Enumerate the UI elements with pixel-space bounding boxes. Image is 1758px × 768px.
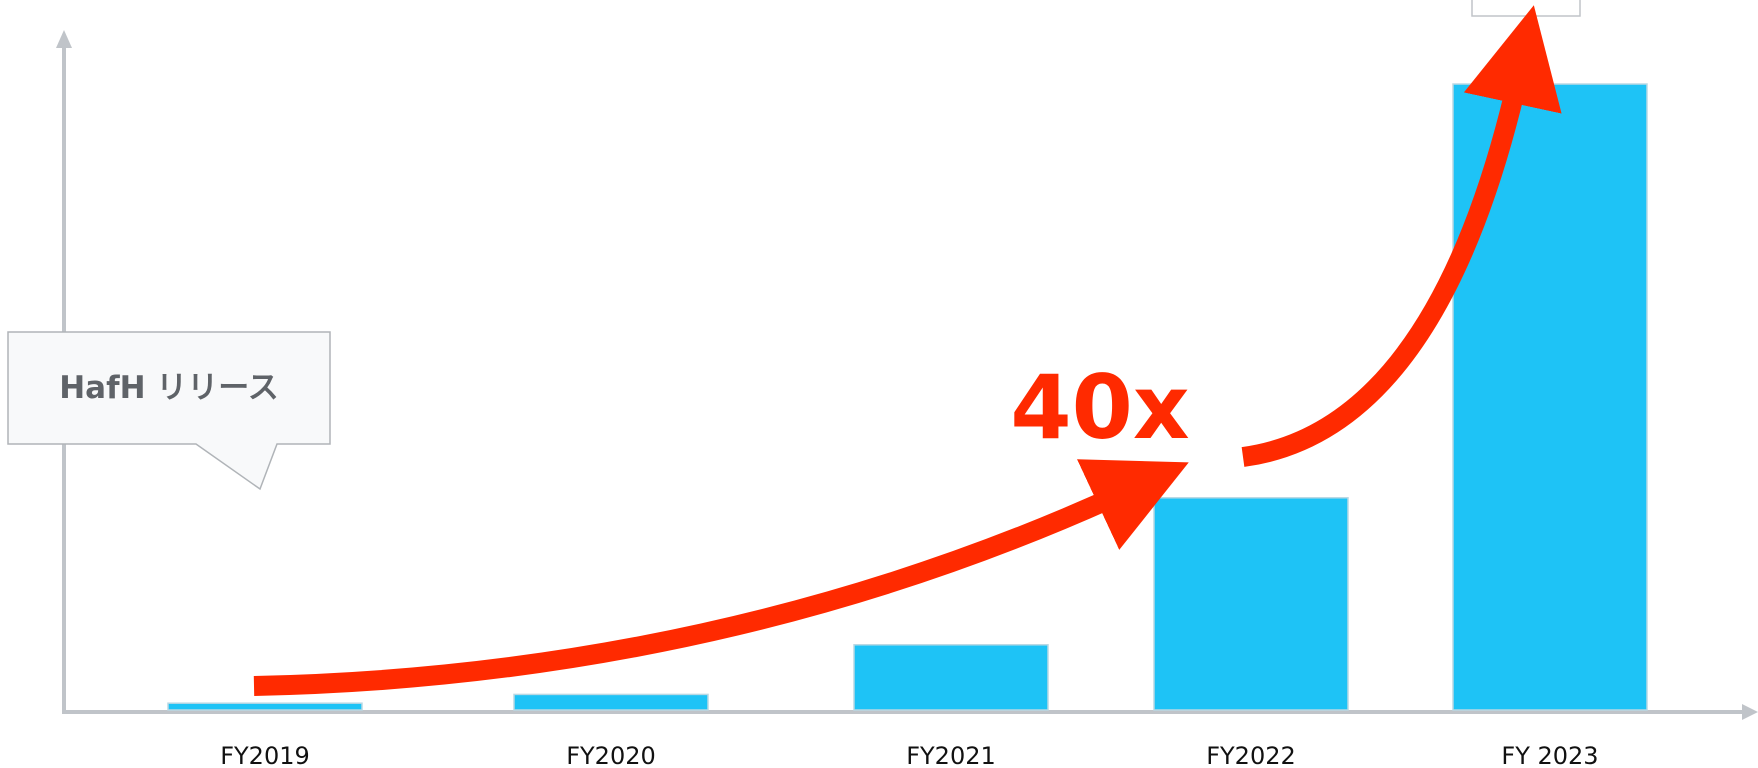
x-tick-label: FY 2023 — [1501, 742, 1598, 768]
x-tick-label: FY2020 — [566, 742, 656, 768]
bar-fy2021 — [853, 644, 1049, 711]
growth-arrow-2 — [1241, 5, 1562, 467]
growth-arrow-1 — [253, 459, 1189, 696]
x-tick-label: FY2021 — [906, 742, 996, 768]
bar-fy2020 — [513, 693, 709, 711]
release-callout: HafH リリース — [7, 331, 331, 491]
bar-fy2022 — [1153, 497, 1349, 711]
x-axis-arrowhead — [1742, 704, 1758, 720]
x-tick-label: FY2022 — [1206, 742, 1296, 768]
growth-multiplier-label: 40x — [1010, 356, 1189, 459]
y-axis-arrowhead — [56, 30, 72, 48]
growth-arrows — [253, 5, 1562, 696]
callout-text: HafH リリース — [59, 370, 279, 406]
top-label-box — [1471, 0, 1581, 17]
x-tick-labels: FY2019 FY2020 FY2021 FY2022 FY 2023 — [220, 742, 1598, 768]
bars-group — [167, 83, 1648, 711]
callout-bubble — [7, 331, 331, 491]
x-tick-label: FY2019 — [220, 742, 310, 768]
bar-fy2019 — [167, 702, 363, 711]
